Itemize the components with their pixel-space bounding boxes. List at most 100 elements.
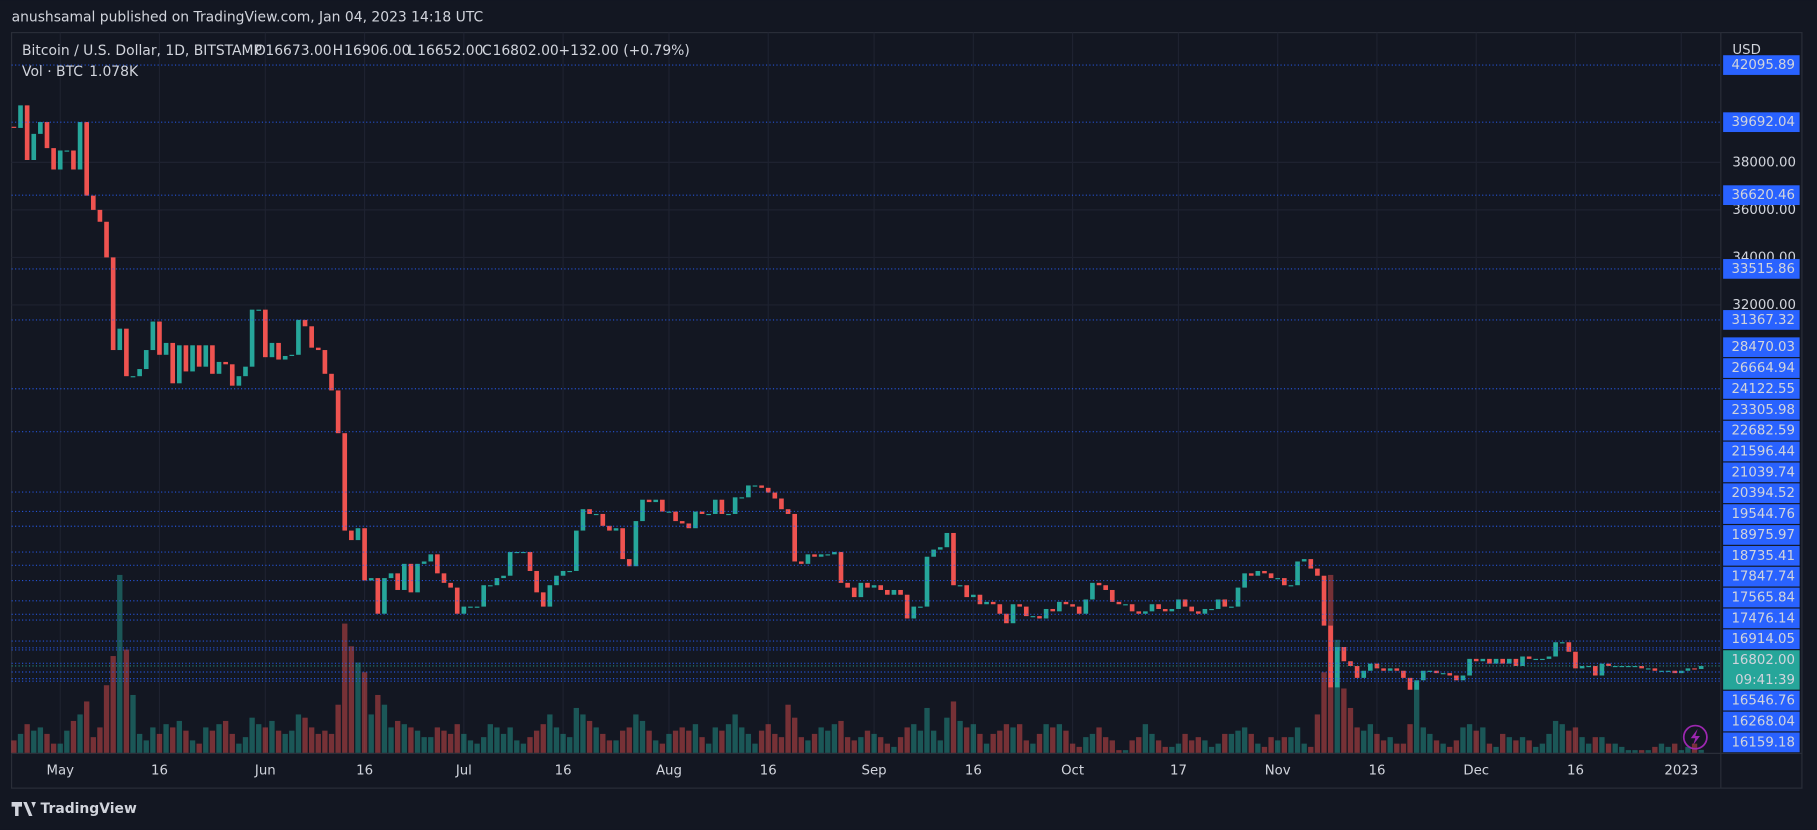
price-tag-label: 19544.76 [1731, 507, 1795, 522]
price-tag [1723, 441, 1800, 462]
candle [1229, 606, 1234, 608]
volume-bar [825, 730, 831, 754]
candle [388, 573, 394, 579]
candle [435, 554, 440, 574]
candle [1182, 599, 1188, 607]
publish-header: anushsamal published on TradingView.com,… [12, 10, 484, 26]
volume-bar [1136, 737, 1142, 754]
volume-bar [1632, 750, 1638, 754]
volume-bar [1149, 733, 1155, 754]
x-tick-label: 16 [965, 764, 982, 779]
volume-bar [957, 720, 963, 754]
volume-bar [1182, 733, 1188, 754]
price-tag-label: 18735.41 [1731, 549, 1795, 564]
volume-bar [1619, 746, 1625, 754]
volume-bar [189, 740, 196, 754]
candle [1057, 601, 1062, 612]
candle [600, 513, 606, 526]
price-tag-label: 39692.04 [1731, 115, 1795, 130]
candle [1401, 670, 1406, 678]
volume-bar [282, 733, 288, 754]
volume-bar [864, 730, 871, 754]
candle [1268, 573, 1274, 579]
candle [1533, 658, 1539, 661]
volume-bar [567, 737, 573, 754]
candle [580, 509, 586, 531]
candle [362, 528, 367, 581]
x-tick-label: Oct [1061, 764, 1084, 779]
candle [626, 559, 632, 567]
legend-symbol: Bitcoin / U.S. Dollar, 1D, BITSTAMP [22, 43, 262, 59]
candle [957, 585, 963, 587]
volume-bar [1248, 733, 1254, 754]
volume-bar [295, 714, 302, 754]
price-tag-label: 17565.84 [1731, 591, 1795, 606]
candle [448, 582, 453, 588]
candle [256, 309, 262, 311]
last-price-tag [1723, 650, 1800, 690]
legend-l: L [408, 43, 416, 59]
candle [157, 321, 162, 355]
candle [964, 585, 970, 598]
volume-bar [997, 730, 1003, 754]
candle [673, 511, 678, 522]
volume-bar [1559, 724, 1565, 754]
candle [878, 585, 884, 590]
candle [329, 373, 334, 391]
candle [1493, 658, 1499, 664]
volume-bar [322, 730, 328, 754]
candle [1540, 658, 1545, 661]
candle [236, 376, 242, 386]
volume-bar [481, 737, 487, 754]
volume-bar [150, 727, 156, 754]
volume-bar [428, 737, 434, 754]
volume-bar [1638, 750, 1645, 754]
candle [1374, 663, 1380, 669]
price-tag [1723, 587, 1800, 608]
volume-bar [467, 740, 474, 754]
candle [1592, 665, 1598, 676]
alert-icon-bolt [1690, 729, 1700, 746]
candle [997, 604, 1003, 614]
candle [1698, 665, 1704, 670]
price-tag-label: 17476.14 [1731, 611, 1795, 626]
volume-bar [1407, 724, 1413, 754]
volume-bar [222, 720, 229, 754]
price-tag [1723, 358, 1800, 378]
candle [1202, 608, 1208, 614]
alert-icon[interactable] [1682, 724, 1708, 750]
volume-bar [1605, 743, 1612, 754]
volume-bar [1394, 743, 1400, 754]
volume-bar [50, 743, 57, 754]
volume-bar [1400, 743, 1407, 754]
candle [832, 551, 837, 555]
candle [1149, 604, 1155, 612]
volume-bar [1050, 727, 1056, 754]
volume-bar [37, 727, 44, 754]
volume-bar [1427, 733, 1433, 754]
price-tag [1723, 399, 1800, 420]
x-tick-label: 16 [1567, 764, 1584, 779]
volume-bar [1308, 746, 1314, 754]
candle [1050, 608, 1056, 612]
candle [693, 511, 698, 529]
candle [51, 148, 56, 170]
candle [1546, 656, 1552, 659]
candle [646, 499, 652, 503]
volume-bar [1361, 730, 1367, 754]
candle [1255, 570, 1261, 576]
volume-bar [1420, 727, 1426, 754]
volume-bar [798, 737, 804, 754]
volume-bar [24, 724, 30, 754]
volume-bar [1599, 737, 1605, 754]
candle [1407, 677, 1413, 690]
x-tick-label: 16 [555, 764, 572, 779]
chart-frame [11, 32, 1803, 789]
candle [1440, 673, 1446, 675]
candle [699, 511, 705, 514]
candle [1090, 582, 1095, 600]
volume-bar [414, 730, 421, 754]
candle [845, 582, 850, 588]
price-tag-label: 21039.74 [1731, 465, 1795, 480]
volume-bar [395, 720, 401, 754]
